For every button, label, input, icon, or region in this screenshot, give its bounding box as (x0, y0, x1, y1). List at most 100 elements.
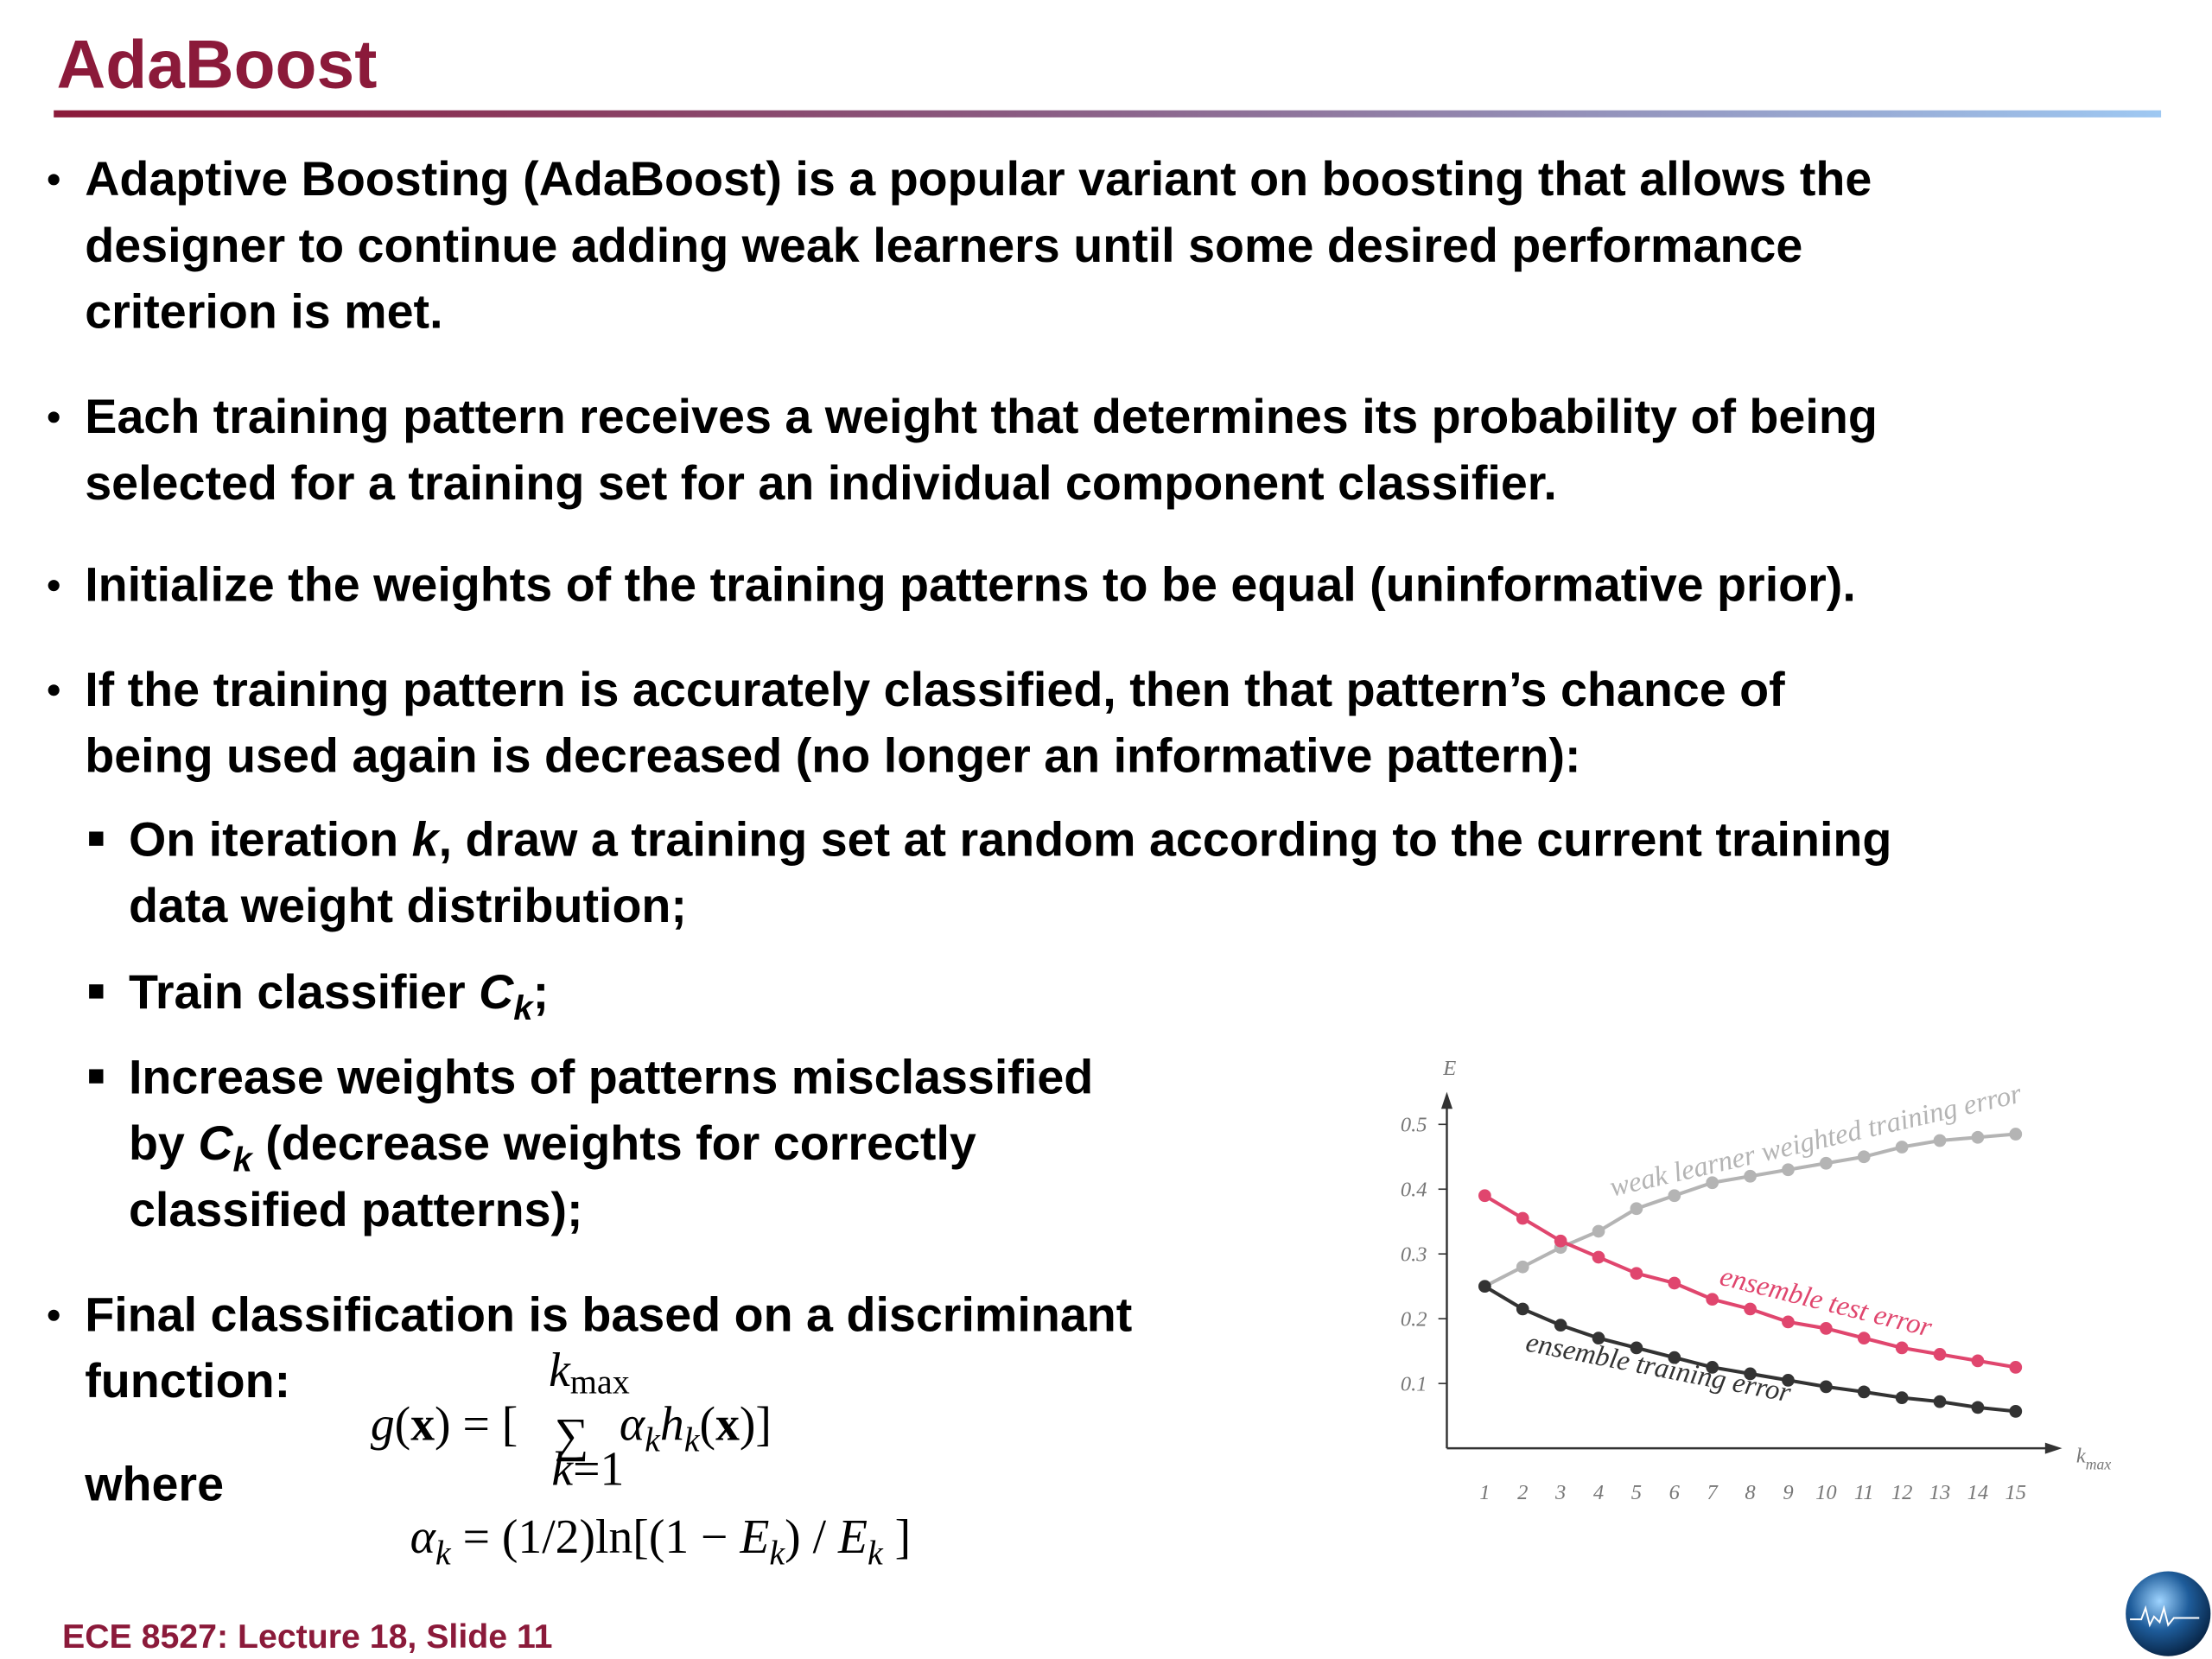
slide-title: AdaBoost (56, 26, 377, 102)
data-point (1744, 1169, 1757, 1183)
x-tick-label: 9 (1783, 1481, 1793, 1504)
sub-bullet-marker (89, 984, 104, 999)
text-run: )] (740, 1397, 772, 1451)
data-point (1857, 1385, 1871, 1399)
data-point (1630, 1202, 1643, 1216)
text-run: k (551, 1443, 574, 1497)
data-point (1630, 1341, 1643, 1355)
data-point (1478, 1280, 1491, 1294)
text-run: k (513, 989, 534, 1027)
text-run: ( (395, 1397, 411, 1451)
data-point (1857, 1150, 1871, 1164)
bullet-text: designer to continue adding weak learner… (85, 219, 1802, 272)
y-axis-label: E (1442, 1057, 1456, 1080)
x-axis-arrow (2044, 1442, 2063, 1454)
text-run: x (410, 1397, 435, 1451)
x-tick-label: 2 (1517, 1481, 1528, 1504)
data-point (1668, 1189, 1681, 1203)
data-point (1933, 1348, 1947, 1361)
text-run: (decrease weights for correctly (252, 1116, 976, 1170)
formula-alpha: αk = (1/2)ln[(1 − Ek) / Ek ] (410, 1510, 912, 1572)
footer: ECE 8527: Lecture 18, Slide 11 (62, 1618, 552, 1656)
text-run: g (371, 1397, 395, 1451)
data-point (1592, 1332, 1605, 1345)
y-tick-label: 0.3 (1401, 1243, 1427, 1266)
sub-bullet-text: classified patterns); (129, 1183, 583, 1236)
data-point (1668, 1351, 1681, 1364)
x-tick-label: 11 (1854, 1481, 1874, 1504)
text-run: k (412, 812, 442, 866)
bullet-text: selected for a training set for an indiv… (85, 456, 1557, 510)
formula-part: g(x) = [ (371, 1397, 518, 1451)
data-point (2009, 1361, 2023, 1374)
text-run: α (410, 1510, 437, 1564)
title-rule (54, 110, 2162, 118)
x-tick-label: 12 (1891, 1481, 1913, 1504)
data-point (1782, 1374, 1795, 1387)
data-point (1933, 1395, 1947, 1408)
formula-sum: ∑ (555, 1408, 589, 1462)
formula-part: αkhk(x)] (620, 1397, 772, 1459)
data-point (1744, 1302, 1757, 1316)
y-tick-label: 0.1 (1401, 1372, 1427, 1395)
data-point (1744, 1367, 1757, 1381)
text-run: Train classifier (129, 965, 479, 1019)
text-run: k (868, 1533, 884, 1572)
data-point (1819, 1322, 1833, 1335)
data-point (1857, 1332, 1871, 1345)
data-point (1706, 1293, 1719, 1306)
text-run: , draw a training set at random accordin… (439, 812, 1892, 866)
where-label: where (84, 1458, 224, 1511)
sub-bullet-text: Increase weights of patterns misclassifi… (129, 1050, 1093, 1103)
bullet-dot (48, 174, 60, 186)
text-run: x (715, 1397, 740, 1451)
data-point (2009, 1405, 2023, 1418)
bullet-dot (48, 1309, 60, 1321)
text-run: E (739, 1510, 769, 1564)
data-point (2009, 1128, 2023, 1141)
text-run: C (198, 1116, 233, 1170)
text-run: k (684, 1420, 701, 1459)
text-run: k (435, 1533, 452, 1572)
data-point (1706, 1361, 1719, 1374)
sub-bullet-text: On iteration k, draw a training set at r… (129, 812, 1891, 866)
x-axis-label: kmax (2076, 1444, 2111, 1472)
x-tick-label: 15 (2005, 1481, 2027, 1504)
sub-bullet-marker (89, 1069, 104, 1084)
data-point (1592, 1250, 1605, 1264)
data-point (1554, 1234, 1567, 1248)
sub-bullet-text: data weight distribution; (129, 879, 687, 932)
text-run: max (2086, 1456, 2112, 1473)
y-axis-arrow (1440, 1091, 1453, 1109)
logo (2126, 1571, 2211, 1656)
sub-bullet-text: by Ck (decrease weights for correctly (129, 1116, 976, 1179)
y-tick-label: 0.5 (1401, 1113, 1427, 1136)
y-tick-label: 0.2 (1401, 1307, 1427, 1331)
text-run: h (660, 1397, 684, 1451)
bullet-text: Final classification is based on a discr… (85, 1287, 1132, 1341)
y-tick-label: 0.4 (1401, 1178, 1427, 1201)
data-point (1819, 1380, 1833, 1394)
data-point (1516, 1211, 1529, 1225)
data-point (1971, 1130, 1985, 1144)
text-run: ( (700, 1397, 716, 1451)
sub-bullet-text: Train classifier Ck; (129, 965, 549, 1027)
text-run: α (620, 1397, 646, 1451)
x-tick-label: 4 (1593, 1481, 1604, 1504)
text-run: ) = [ (435, 1397, 518, 1451)
text-run: C (479, 965, 514, 1019)
x-tick-label: 7 (1707, 1481, 1719, 1504)
text-run: k (645, 1420, 661, 1459)
data-point (1516, 1260, 1529, 1274)
data-point (1478, 1189, 1491, 1203)
text-run: k (2076, 1444, 2087, 1467)
data-point (1554, 1319, 1567, 1332)
data-point (1971, 1354, 1985, 1368)
bullet-text: Each training pattern receives a weight … (85, 390, 1878, 443)
data-point (1630, 1267, 1643, 1281)
text-run: by (129, 1116, 198, 1170)
x-tick-label: 13 (1929, 1481, 1951, 1504)
